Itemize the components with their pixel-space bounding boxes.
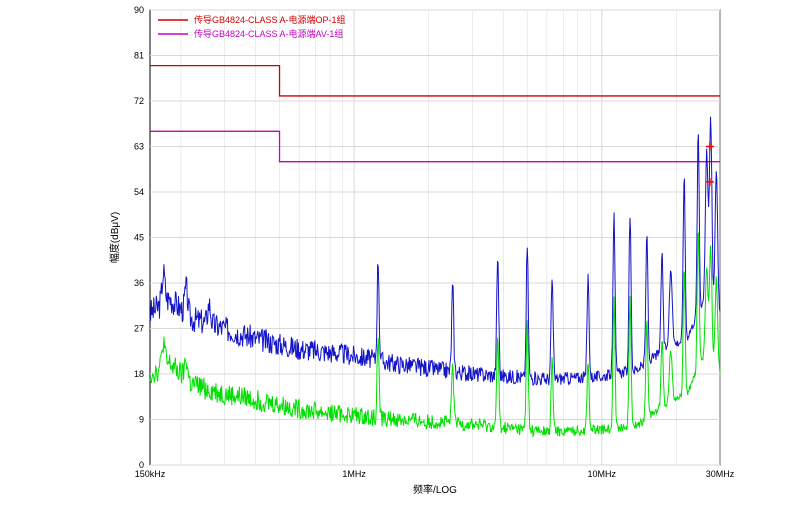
y-tick-label: 90 <box>134 5 144 15</box>
emc-spectrum-chart: 09182736455463728190150kHz1MHz10MHz30MHz… <box>0 0 789 505</box>
y-tick-label: 36 <box>134 278 144 288</box>
y-tick-label: 18 <box>134 369 144 379</box>
x-tick-label: 30MHz <box>706 469 735 479</box>
x-axis-label: 频率/LOG <box>413 483 457 496</box>
y-tick-label: 9 <box>139 415 144 425</box>
legend-label: 传导GB4824-CLASS A-电源端OP-1组 <box>194 14 346 25</box>
y-axis-label: 幅度(dBμV) <box>108 212 121 263</box>
legend-label: 传导GB4824-CLASS A-电源端AV-1组 <box>194 28 343 39</box>
y-tick-label: 72 <box>134 96 144 106</box>
y-tick-label: 45 <box>134 233 144 243</box>
y-tick-label: 54 <box>134 187 144 197</box>
y-tick-label: 63 <box>134 142 144 152</box>
x-tick-label: 1MHz <box>342 469 366 479</box>
y-tick-label: 27 <box>134 324 144 334</box>
x-tick-label: 150kHz <box>135 469 166 479</box>
x-tick-label: 10MHz <box>588 469 617 479</box>
y-tick-label: 81 <box>134 51 144 61</box>
